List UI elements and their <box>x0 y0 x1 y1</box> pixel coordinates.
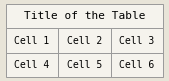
Bar <box>58 28 111 53</box>
Text: Title of the Table: Title of the Table <box>24 11 145 21</box>
Bar <box>6 4 163 28</box>
Text: Cell 3: Cell 3 <box>119 35 154 46</box>
Bar <box>111 28 163 53</box>
Text: Cell 2: Cell 2 <box>67 35 102 46</box>
Text: Cell 5: Cell 5 <box>67 60 102 70</box>
Bar <box>6 28 58 53</box>
Bar <box>6 53 58 77</box>
Bar <box>58 53 111 77</box>
Text: Cell 1: Cell 1 <box>15 35 50 46</box>
Text: Cell 4: Cell 4 <box>15 60 50 70</box>
Bar <box>111 53 163 77</box>
Text: Cell 6: Cell 6 <box>119 60 154 70</box>
